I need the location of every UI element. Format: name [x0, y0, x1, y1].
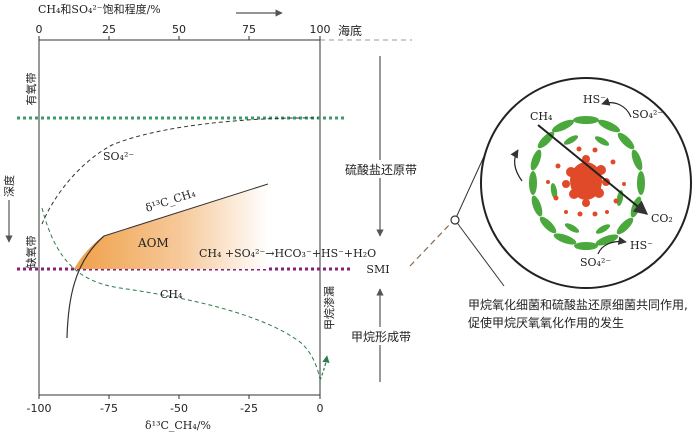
zoom-callout-lower [454, 219, 505, 287]
circle-ch4-label: CH₄ [530, 110, 553, 123]
zoom-origin-marker [450, 215, 460, 225]
bottom-tick-label: -100 [27, 402, 52, 415]
methanogenesis-zone-label: 甲烷形成带 [351, 330, 411, 344]
circle-hs-bottom-label: HS⁻ [630, 239, 653, 252]
zoom-connector-line [409, 221, 453, 267]
so4-to-hs-bottom-arrow [597, 236, 627, 255]
circle-hs-top-label: HS⁻ [583, 93, 606, 106]
sulfate-zone-label-bg [338, 160, 426, 178]
anoxic-zone-label: 缺氧带 [24, 236, 38, 269]
top-axis-title: CH₄和SO₄²⁻饱和程度/% [38, 2, 161, 16]
aom-region [74, 184, 268, 269]
ch4-curve-label: CH₄ [160, 288, 183, 301]
circle-co2-label: CO₂ [651, 212, 673, 225]
bottom-axis-title: δ¹³C_CH₄/% [145, 419, 211, 432]
aom-label: AOM [137, 236, 169, 250]
caption: 甲烷氧化细菌和硫酸盐还原细菌共同作用,促使甲烷厌氧氧化作用的发生 [468, 298, 688, 330]
top-tick-label: 75 [242, 23, 256, 36]
smi-label: SMI [366, 263, 389, 276]
sulfate-reduction-zone-label: 硫酸盐还原带 [345, 162, 417, 177]
bottom-tick-label: 0 [317, 402, 324, 415]
oxic-zone-label: 有氧带 [24, 73, 38, 106]
ch4-to-co2-arrow [537, 124, 649, 215]
seafloor-label: 海底 [338, 23, 362, 38]
bottom-tick-label: -75 [100, 402, 118, 415]
green-bacteria [529, 116, 645, 250]
d13c-curve [66, 235, 105, 339]
so4-to-hs-top-arrow [601, 97, 632, 118]
bottom-tick-label: -25 [240, 402, 258, 415]
aom-upper-edge [103, 183, 269, 237]
top-tick-label: 100 [310, 23, 331, 36]
so4-curve [41, 117, 319, 225]
methane-seep-curve [319, 355, 330, 381]
circle-so4-top-label: SO₄²⁻ [632, 108, 663, 121]
top-axis-ticks [38, 36, 321, 40]
top-tick-label: 50 [172, 23, 186, 36]
ch4-curve [41, 207, 321, 381]
left-cycle-arrow [510, 149, 523, 182]
bottom-axis-ticks [38, 395, 321, 399]
top-tick-label: 0 [36, 23, 43, 36]
circle-so4-bottom-label: SO₄²⁻ [580, 256, 611, 269]
so4-curve-label: SO₄²⁻ [103, 150, 134, 163]
methane-seep-label: 甲烷渗漏 [322, 286, 336, 330]
methanogenesis-label-bg [345, 327, 419, 345]
depth-label: 深度 [2, 175, 16, 197]
reaction-label: CH₄ +SO₄²⁻→HCO₃⁻+HS⁻+H₂O [199, 247, 376, 260]
top-tick-label: 25 [102, 23, 116, 36]
bottom-tick-label: -50 [170, 402, 188, 415]
